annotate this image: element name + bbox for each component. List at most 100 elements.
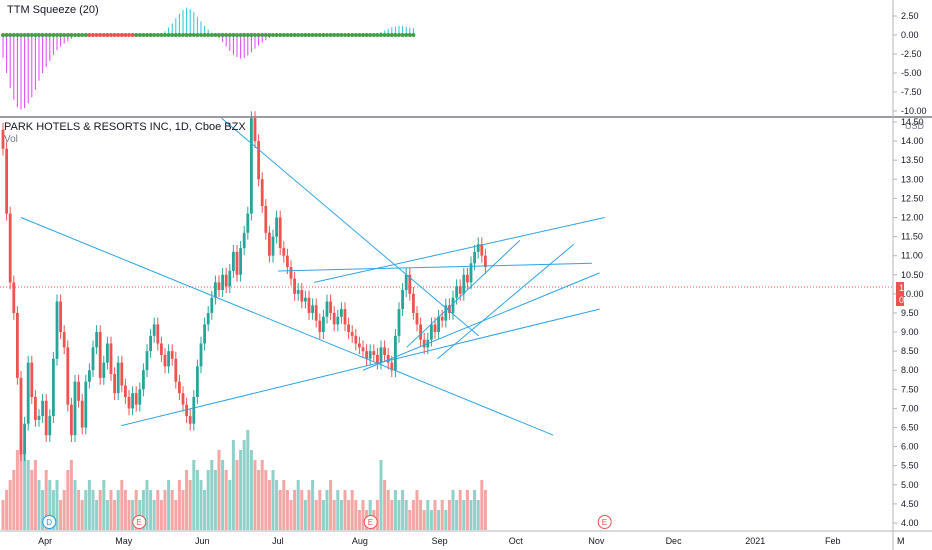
price-axis[interactable]: 14.50 14.00 13.50 13.00 12.50 12.00 11.50 11.00… — [893, 117, 924, 528]
squeeze-dot — [8, 33, 13, 37]
symbol-title[interactable]: PARK HOTELS & RESORTS INC, 1D, Cboe BZX — [4, 121, 246, 133]
candle-body — [224, 274, 228, 287]
squeeze-dot — [350, 33, 355, 37]
candle-body — [358, 343, 361, 348]
price-tick-label: 7.50 — [901, 384, 919, 394]
candle-body — [188, 416, 192, 424]
volume-bar — [264, 470, 268, 530]
squeeze-dot — [307, 33, 311, 37]
volume-bar — [336, 490, 340, 530]
volume-bar — [206, 470, 210, 530]
volume-bar — [339, 500, 343, 530]
squeeze-dot — [155, 33, 160, 37]
squeeze-dot — [364, 33, 369, 37]
time-axis-label: Jul — [272, 536, 284, 546]
candle-body — [311, 305, 314, 313]
candle-body — [106, 343, 109, 363]
price-tick-label: 4.00 — [901, 518, 919, 528]
volume-bar — [393, 490, 397, 530]
squeeze-dot — [26, 33, 31, 37]
volume-bar — [87, 480, 91, 530]
candle-body — [116, 362, 120, 394]
volume-bar — [116, 490, 120, 530]
volume-bar — [350, 490, 354, 530]
volume-label[interactable]: Vol — [4, 134, 18, 145]
volume-bar — [433, 500, 437, 530]
candle-body — [239, 248, 242, 275]
volume-bar — [275, 480, 279, 530]
volume-bar — [55, 480, 59, 530]
volume-bar — [397, 500, 401, 530]
squeeze-dot — [127, 33, 131, 37]
squeeze-dot — [389, 33, 394, 37]
squeeze-dot — [238, 33, 243, 37]
volume-bar — [440, 500, 444, 530]
volume-bar — [15, 450, 19, 530]
squeeze-dot — [65, 33, 70, 37]
squeeze-dot — [188, 33, 193, 37]
volume-bar — [307, 490, 311, 530]
squeeze-dot — [91, 33, 95, 37]
volume-bar — [429, 510, 433, 530]
squeeze-dot — [407, 33, 412, 37]
squeeze-dot — [19, 33, 23, 37]
candle-body — [95, 332, 98, 348]
currency-label[interactable]: USD — [905, 121, 925, 131]
indicator-tick-label: -5.00 — [901, 68, 922, 78]
trendline — [314, 216, 605, 283]
trendline — [221, 117, 480, 337]
volume-bar — [177, 480, 181, 530]
candle-body — [77, 381, 80, 401]
squeeze-dot — [184, 33, 189, 37]
candlesticks[interactable] — [1, 111, 487, 462]
time-axis-label: Nov — [588, 536, 605, 546]
squeeze-dot — [317, 33, 322, 37]
volume-bar — [163, 490, 167, 530]
volume-bar — [329, 480, 333, 530]
price-tick-label: 14.00 — [901, 136, 924, 146]
squeeze-dot — [325, 33, 329, 37]
time-axis[interactable]: Apr May Jun Jul Aug Sep Oct Nov Dec 2021 Feb M — [38, 536, 904, 546]
squeeze-dot — [310, 33, 315, 37]
time-axis-label: M — [897, 536, 905, 546]
squeeze-dot — [335, 33, 340, 37]
trendline — [20, 217, 554, 436]
earnings-marker-icon — [132, 515, 147, 529]
volume-bar — [296, 480, 300, 530]
volume-bar — [199, 480, 203, 530]
trendlines[interactable] — [20, 117, 605, 436]
candle-body — [343, 309, 347, 325]
volume-bar — [159, 500, 163, 530]
candle-body — [12, 282, 16, 313]
candle-body — [278, 217, 282, 249]
squeeze-dot — [339, 33, 344, 37]
price-tick-label: 8.00 — [901, 365, 919, 375]
squeeze-dot — [285, 33, 290, 37]
candle-body — [293, 278, 296, 294]
volume-bar — [127, 500, 131, 530]
candle-body — [314, 305, 318, 321]
candle-body — [34, 396, 37, 420]
volume-bar — [5, 490, 9, 530]
squeeze-dot — [101, 33, 106, 37]
squeeze-dot — [191, 33, 196, 37]
earnings-marker-icon — [363, 515, 378, 529]
volume-bar — [282, 480, 286, 530]
candle-body — [448, 305, 451, 313]
price-tick-label: 9.00 — [901, 327, 919, 337]
indicator-price-axis[interactable]: 2.50 0.00 -2.50 -5.00 -7.50 -10.00 — [893, 11, 927, 116]
volume-bars — [1, 430, 487, 530]
volume-bar — [213, 470, 217, 530]
indicator-title[interactable]: TTM Squeeze (20) — [7, 4, 99, 16]
volume-bar — [73, 480, 77, 530]
volume-bar — [253, 460, 257, 530]
candle-body — [192, 396, 196, 424]
volume-bar — [77, 490, 81, 530]
squeeze-dot — [217, 33, 221, 37]
price-tick-label: 6.50 — [901, 423, 919, 433]
candle-body — [347, 324, 350, 333]
dividend-marker-letter: D — [46, 518, 52, 527]
candle-body — [210, 297, 214, 313]
